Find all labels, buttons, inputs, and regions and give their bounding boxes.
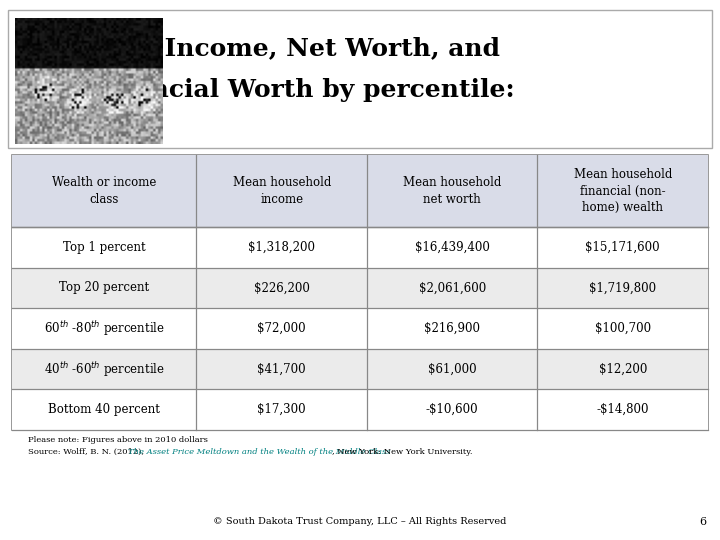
- Text: U.S. Income, Net Worth, and: U.S. Income, Net Worth, and: [102, 36, 500, 60]
- FancyBboxPatch shape: [12, 155, 708, 430]
- Text: 40$^{th}$ -60$^{th}$ percentile: 40$^{th}$ -60$^{th}$ percentile: [44, 360, 165, 379]
- Text: $100,700: $100,700: [595, 322, 651, 335]
- Text: Mean household
income: Mean household income: [233, 176, 331, 206]
- FancyBboxPatch shape: [12, 349, 708, 389]
- Text: $1,719,800: $1,719,800: [589, 281, 657, 294]
- FancyBboxPatch shape: [12, 155, 708, 227]
- Text: 6: 6: [699, 517, 706, 527]
- Text: Top 1 percent: Top 1 percent: [63, 241, 145, 254]
- Text: $1,318,200: $1,318,200: [248, 241, 315, 254]
- Text: Please note: Figures above in 2010 dollars: Please note: Figures above in 2010 dolla…: [28, 436, 208, 444]
- Text: $72,000: $72,000: [257, 322, 306, 335]
- Text: 60$^{th}$ -80$^{th}$ percentile: 60$^{th}$ -80$^{th}$ percentile: [44, 319, 165, 338]
- Text: -$14,800: -$14,800: [596, 403, 649, 416]
- Text: Source: Wolff, B. N. (2012),: Source: Wolff, B. N. (2012),: [28, 448, 147, 456]
- Text: -$10,600: -$10,600: [426, 403, 479, 416]
- Text: Financial Worth by percentile:: Financial Worth by percentile:: [89, 78, 514, 102]
- Text: © South Dakota Trust Company, LLC – All Rights Reserved: © South Dakota Trust Company, LLC – All …: [213, 517, 507, 526]
- FancyBboxPatch shape: [12, 268, 708, 308]
- Text: $16,439,400: $16,439,400: [415, 241, 490, 254]
- FancyBboxPatch shape: [12, 389, 708, 430]
- FancyBboxPatch shape: [8, 10, 712, 148]
- Text: $61,000: $61,000: [428, 362, 477, 376]
- Text: $12,200: $12,200: [598, 362, 647, 376]
- Text: Wealth or income
class: Wealth or income class: [52, 176, 156, 206]
- Text: Bottom 40 percent: Bottom 40 percent: [48, 403, 160, 416]
- Text: Mean household
net worth: Mean household net worth: [403, 176, 501, 206]
- Text: Top 20 percent: Top 20 percent: [59, 281, 149, 294]
- Text: $216,900: $216,900: [424, 322, 480, 335]
- Text: $15,171,600: $15,171,600: [585, 241, 660, 254]
- Text: $17,300: $17,300: [257, 403, 306, 416]
- Text: Mean household
financial (non-
home) wealth: Mean household financial (non- home) wea…: [574, 168, 672, 214]
- Text: The Asset Price Meltdown and the Wealth of the Middle Class: The Asset Price Meltdown and the Wealth …: [128, 448, 390, 456]
- Text: $41,700: $41,700: [257, 362, 306, 376]
- Text: $226,200: $226,200: [253, 281, 310, 294]
- Text: , New York: New York University.: , New York: New York University.: [332, 448, 472, 456]
- FancyBboxPatch shape: [12, 308, 708, 349]
- FancyBboxPatch shape: [12, 227, 708, 268]
- Text: $2,061,600: $2,061,600: [418, 281, 486, 294]
